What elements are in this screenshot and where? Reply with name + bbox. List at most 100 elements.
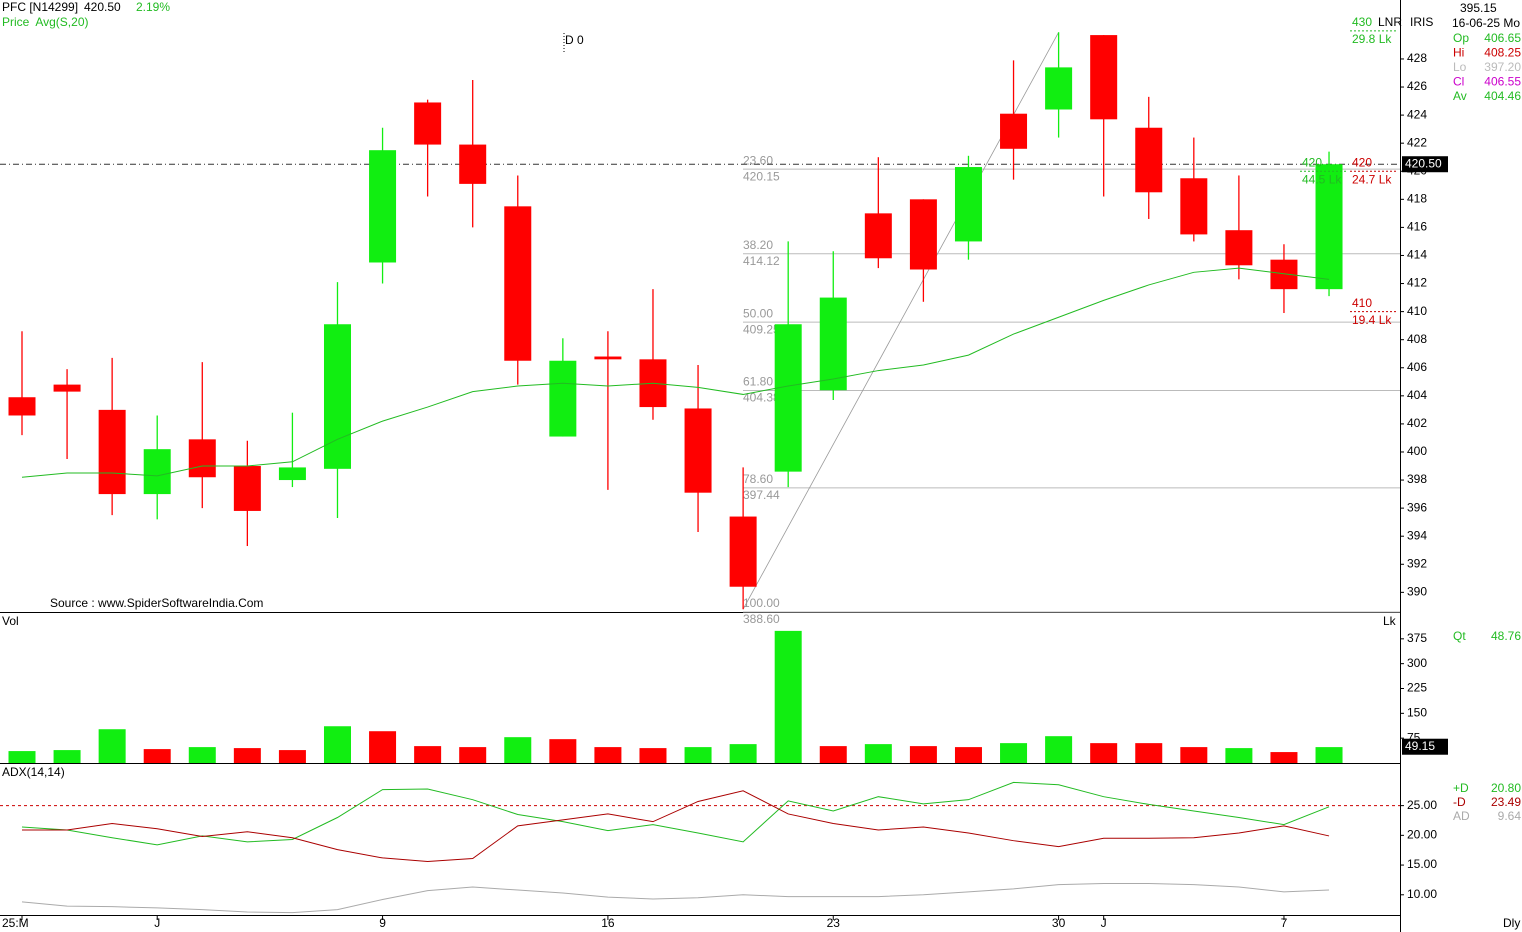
candle-body bbox=[414, 102, 442, 145]
legend-name: AD bbox=[1453, 809, 1470, 823]
legend-value: 9.64 bbox=[1498, 809, 1522, 823]
x-tick-label: 25:M bbox=[2, 916, 29, 930]
legend-value: 20.80 bbox=[1491, 781, 1521, 795]
volume-bar bbox=[369, 731, 397, 763]
x-tick-label: 16 bbox=[601, 916, 615, 930]
last-volume: 49.15 bbox=[1405, 739, 1435, 753]
legend-value: 23.49 bbox=[1491, 795, 1521, 809]
info-value: 404.46 bbox=[1484, 89, 1521, 103]
candle-body bbox=[53, 384, 81, 392]
volume-bar bbox=[233, 748, 261, 763]
candle-body bbox=[323, 324, 351, 469]
level-qty: 29.8 Lk bbox=[1352, 32, 1392, 46]
candle-body bbox=[504, 206, 532, 361]
y-tick-label: 404 bbox=[1407, 388, 1427, 402]
candle-body bbox=[819, 297, 847, 391]
volume-bar bbox=[594, 747, 622, 763]
x-tick-label: 30 bbox=[1052, 916, 1066, 930]
y-tick-label: 414 bbox=[1407, 248, 1427, 262]
info-value: 406.65 bbox=[1484, 31, 1521, 45]
x-tick-label: 23 bbox=[827, 916, 841, 930]
candle-body bbox=[729, 516, 757, 587]
volume-bar bbox=[1315, 747, 1343, 763]
fib-price: 409.25 bbox=[743, 322, 780, 336]
candle-body bbox=[1045, 67, 1073, 110]
level-price: 420 bbox=[1352, 155, 1372, 169]
moving-average bbox=[21, 267, 1330, 478]
volume-bar bbox=[1000, 743, 1028, 763]
y-tick-label: 15.00 bbox=[1407, 857, 1437, 871]
volume-bar bbox=[1135, 743, 1163, 763]
volume-bar bbox=[414, 746, 442, 763]
info-name: Op bbox=[1453, 31, 1469, 45]
y-tick-label: 375 bbox=[1407, 631, 1427, 645]
volume-bar bbox=[954, 747, 982, 763]
level-price: 420 bbox=[1302, 155, 1322, 169]
volume-bar bbox=[819, 746, 847, 763]
candle-body bbox=[98, 409, 126, 495]
fib-price: 388.60 bbox=[743, 612, 780, 626]
volume-bar bbox=[459, 747, 487, 763]
info-name: Hi bbox=[1453, 46, 1464, 60]
y-tick-label: 150 bbox=[1407, 706, 1427, 720]
y-tick-label: 390 bbox=[1407, 585, 1427, 599]
marker: D 0 bbox=[565, 33, 584, 47]
candle-body bbox=[594, 356, 622, 360]
x-tick-label: J bbox=[154, 916, 160, 930]
candle-body bbox=[278, 467, 306, 481]
qt-value: 48.76 bbox=[1491, 629, 1521, 643]
y-tick-label: 408 bbox=[1407, 332, 1427, 346]
info-name: Lo bbox=[1453, 60, 1467, 74]
volume-bar bbox=[188, 747, 216, 763]
candle-body bbox=[1135, 127, 1163, 193]
last-price-box bbox=[1402, 156, 1448, 173]
y-tick-label: 10.00 bbox=[1407, 887, 1437, 901]
info-value: 397.20 bbox=[1484, 60, 1521, 74]
level-text: LNR bbox=[1378, 15, 1402, 29]
y-tick-label: 426 bbox=[1407, 79, 1427, 93]
candle-body bbox=[1315, 164, 1343, 290]
level-qty: 44.5 Lk bbox=[1302, 172, 1342, 186]
info-price: 395.15 bbox=[1460, 1, 1497, 15]
fib-price: 397.44 bbox=[743, 488, 780, 502]
y-tick-label: 422 bbox=[1407, 135, 1427, 149]
adx-line bbox=[22, 790, 1330, 862]
volume-bar bbox=[1270, 752, 1298, 763]
symbol: PFC [N14299] bbox=[2, 0, 78, 14]
y-tick-label: 412 bbox=[1407, 276, 1427, 290]
candle-body bbox=[233, 466, 261, 511]
last: 420.50 bbox=[84, 0, 121, 14]
candle-body bbox=[684, 408, 712, 493]
volume-bar bbox=[864, 744, 892, 763]
volume-bar bbox=[143, 749, 171, 763]
y-tick-label: 20.00 bbox=[1407, 828, 1437, 842]
last-volume-box bbox=[1402, 738, 1448, 755]
panel-title: Vol bbox=[2, 614, 19, 628]
volume-bar bbox=[1180, 747, 1208, 763]
candle-body bbox=[143, 449, 171, 495]
candle-body bbox=[1090, 35, 1118, 120]
volume-bar bbox=[98, 729, 126, 763]
candle-body bbox=[188, 439, 216, 478]
y-tick-label: 25.00 bbox=[1407, 798, 1437, 812]
fib-price: 414.12 bbox=[743, 254, 780, 268]
volume-bar bbox=[774, 630, 802, 763]
y-tick-label: 225 bbox=[1407, 681, 1427, 695]
level-price: 430 bbox=[1352, 15, 1372, 29]
period: Dly bbox=[1503, 916, 1520, 930]
info-name: Cl bbox=[1453, 75, 1464, 89]
fib-price: 420.15 bbox=[743, 169, 780, 183]
volume-bar bbox=[909, 746, 937, 763]
unit: Lk bbox=[1383, 614, 1397, 628]
y-tick-label: 300 bbox=[1407, 656, 1427, 670]
volume-bar bbox=[8, 751, 36, 763]
volume-bar bbox=[504, 737, 532, 763]
candle-body bbox=[864, 213, 892, 259]
y-tick-label: 394 bbox=[1407, 528, 1427, 542]
source: Source : www.SpiderSoftwareIndia.Com bbox=[50, 596, 263, 610]
y-tick-label: 416 bbox=[1407, 220, 1427, 234]
candle-body bbox=[1180, 178, 1208, 235]
y-tick-label: 428 bbox=[1407, 51, 1427, 65]
